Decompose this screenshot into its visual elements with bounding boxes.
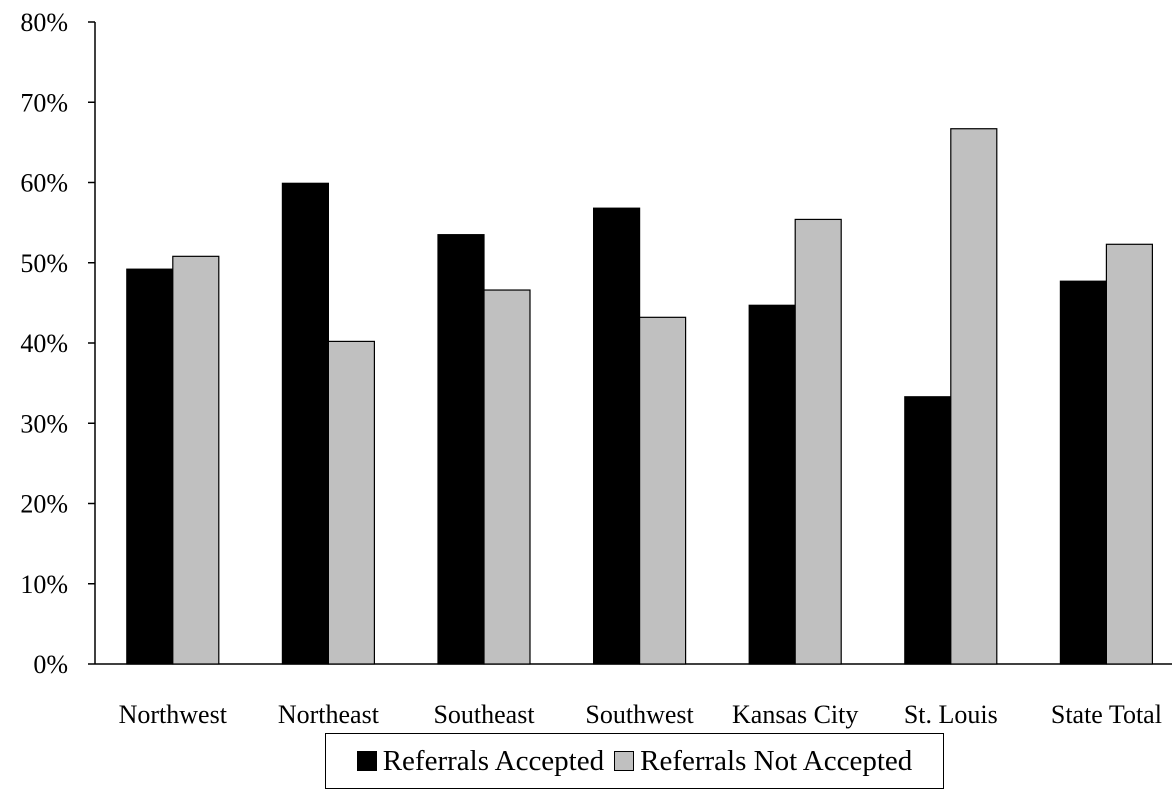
x-tick-label: St. Louis	[904, 700, 998, 729]
legend: Referrals Accepted Referrals Not Accepte…	[325, 733, 944, 789]
legend-swatch-not-accepted	[614, 751, 635, 771]
bar-not-accepted-state-total	[1105, 243, 1154, 665]
y-tick-label: 80%	[20, 8, 68, 37]
legend-swatch-accepted	[356, 751, 377, 771]
x-tick-label: Southeast	[433, 700, 535, 729]
bar-not-accepted-southeast	[483, 289, 531, 665]
x-tick-label: Northwest	[119, 700, 228, 729]
legend-item-accepted: Referrals Accepted	[356, 744, 605, 778]
y-tick-label: 60%	[20, 169, 68, 198]
bars	[126, 128, 1154, 665]
bar-accepted-southeast	[437, 234, 485, 665]
bar-accepted-state-total	[1059, 280, 1108, 665]
bar-accepted-southwest	[592, 207, 641, 665]
bar-accepted-st-louis	[904, 396, 952, 665]
y-tick-label: 20%	[20, 490, 68, 519]
y-tick-label: 10%	[20, 570, 68, 599]
bar-accepted-kansas-city	[748, 304, 796, 665]
x-tick-label: State Total	[1051, 700, 1162, 729]
bar-chart: 0%10%20%30%40%50%60%70%80% Northwest Nort…	[20, 8, 1172, 729]
x-tick-label: Northeast	[278, 700, 380, 729]
x-tick-label: Kansas City	[732, 700, 858, 729]
y-tick-label: 70%	[20, 88, 68, 117]
y-tick-label: 50%	[20, 249, 68, 278]
legend-item-not-accepted: Referrals Not Accepted	[614, 745, 912, 778]
x-axis-labels: Northwest Northeast Southeast Southwest Kans…	[119, 700, 1162, 729]
y-tick-label: 30%	[20, 409, 68, 438]
y-tick-label: 0%	[33, 650, 68, 679]
bar-not-accepted-northwest	[172, 255, 220, 665]
y-axis: 0% 10% 20% 30% 40% 50% 60% 70% 80%	[20, 8, 1172, 679]
bar-not-accepted-northeast	[327, 340, 375, 665]
y-tick-label: 40%	[20, 329, 68, 358]
bar-accepted-northeast	[281, 182, 329, 665]
legend-label-not-accepted: Referrals Not Accepted	[640, 744, 913, 777]
bar-not-accepted-southwest	[638, 316, 687, 665]
legend-label-accepted: Referrals Accepted	[382, 744, 605, 777]
bar-not-accepted-st-louis	[950, 128, 998, 665]
x-tick-label: Southwest	[585, 700, 694, 729]
bar-accepted-northwest	[126, 268, 174, 665]
bar-not-accepted-kansas-city	[794, 218, 842, 665]
